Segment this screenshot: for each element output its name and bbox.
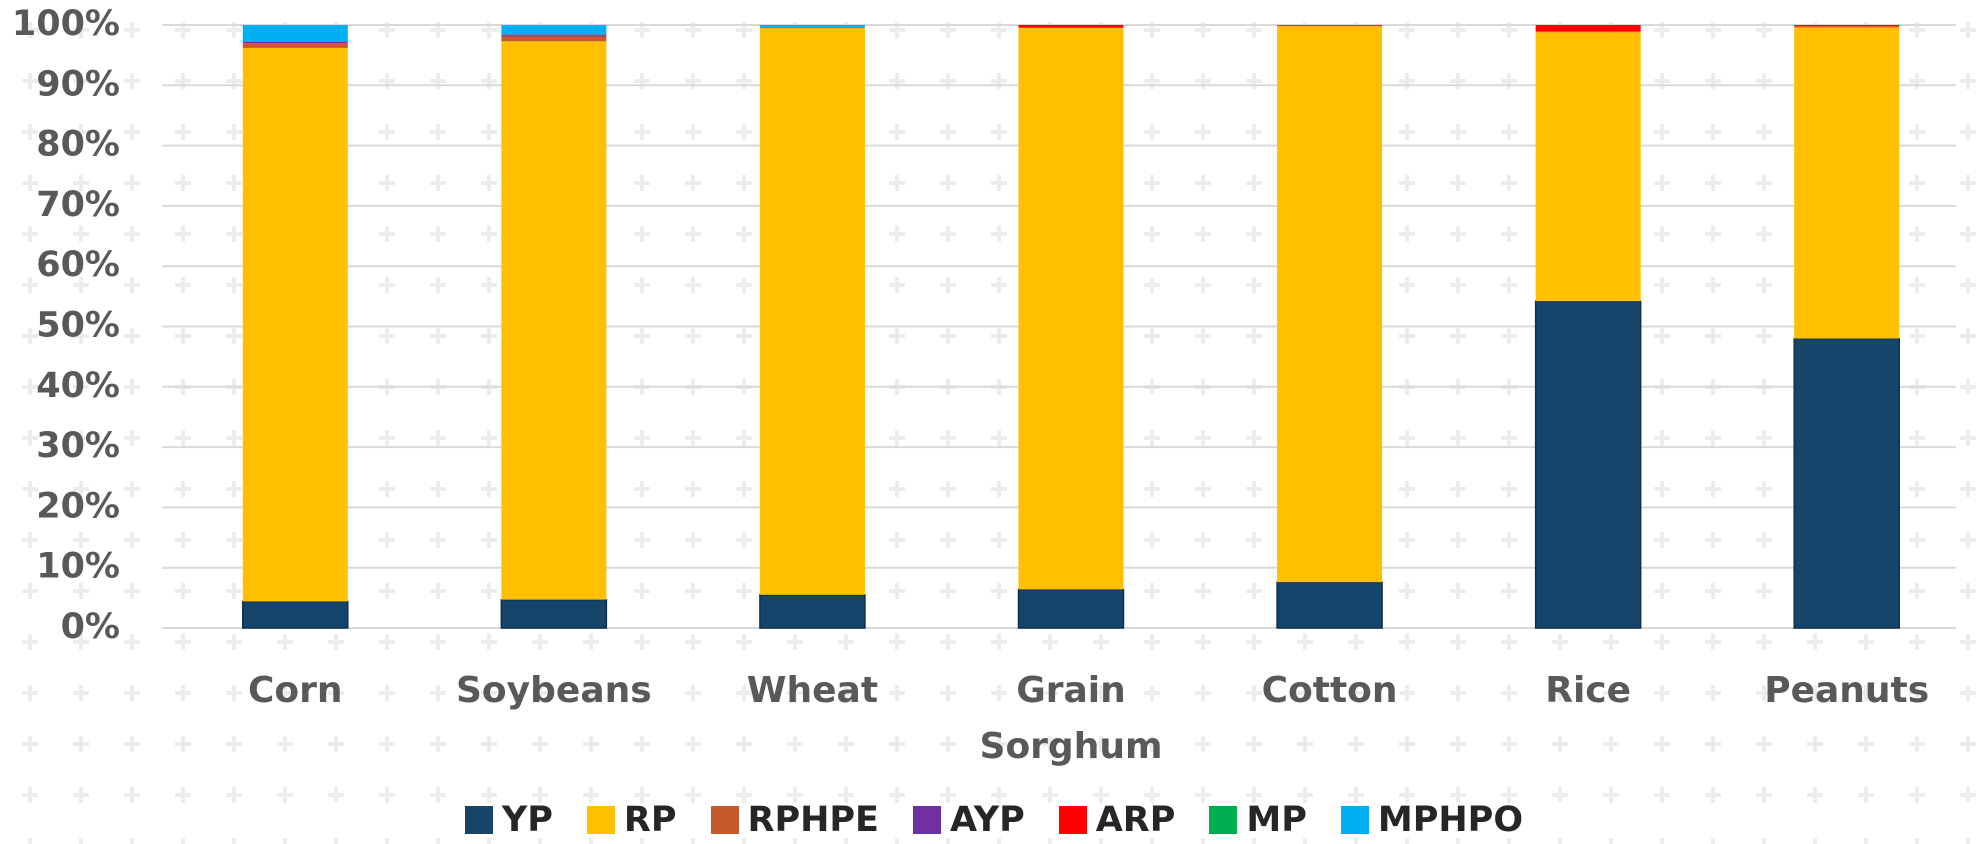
bar-segment [1017,588,1125,629]
bar-segment [1793,337,1900,629]
legend-item: RPHPE [710,800,879,840]
x-tick-label: Grain Sorghum [979,670,1163,767]
legend-label: MPHPO [1377,800,1524,840]
bar-segment [1018,28,1124,590]
x-tick-label: Cotton [1261,670,1398,711]
bar-segment [501,34,607,36]
legend-label: ARP [1095,800,1176,840]
bar-segment [242,41,348,44]
legend-swatch [1340,806,1369,834]
y-tick-label: 70% [36,185,120,225]
bar-segment [501,41,607,600]
bar-segment [1535,31,1641,33]
bar-segment [500,598,608,629]
bar-segment [1794,25,1900,27]
bar-segment [501,36,607,42]
y-tick-label: 40% [36,366,120,406]
y-tick-label: 80% [36,125,120,165]
y-tick-label: 20% [36,486,120,526]
legend-label: MP [1246,800,1307,840]
legend-swatch [912,806,941,834]
y-tick-label: 60% [36,245,120,285]
legend-swatch [1058,806,1087,834]
legend-item: YP [464,800,553,840]
bar-segment [242,25,348,42]
bar-segment [242,47,348,602]
y-tick-label: 30% [36,426,120,466]
x-tick-label: Rice [1545,670,1632,711]
y-tick-label: 50% [36,306,120,346]
legend-item: RP [586,800,677,840]
bar-segment [1277,25,1383,26]
legend-label: AYP [949,800,1025,840]
bar-segment [242,600,349,629]
bar-segment [1277,26,1383,583]
legend-item: MP [1209,800,1307,840]
x-tick-label: Soybeans [456,670,652,711]
bar-segment [1018,25,1124,28]
legend-swatch [1209,806,1238,834]
bar-segment [1534,300,1642,629]
legend-label: YP [501,800,553,840]
bar-segment [501,35,607,37]
bar-segment [1535,32,1641,302]
x-tick-label: Corn [248,670,343,711]
x-tick-label: Peanuts [1764,670,1930,711]
bar-segment [1535,25,1641,32]
y-tick-label: 100% [12,4,120,44]
y-tick-label: 10% [36,547,120,587]
legend-swatch [464,806,493,834]
legend-label: RPHPE [747,800,879,840]
legend-item: AYP [912,800,1025,840]
bar-segment [242,43,348,48]
bar-segment [759,25,865,28]
bar-segment [759,27,865,29]
legend-label: RP [623,800,677,840]
y-tick-label: 0% [61,607,120,647]
bar-segment [759,594,866,629]
bar-segment [1794,26,1900,28]
bar-segment [242,41,348,42]
legend: YP RP RPHPE AYP ARP MP MPHPO [0,800,1988,840]
bar-segment [501,25,607,35]
x-tick-label: Wheat [746,670,879,711]
legend-item: MPHPO [1340,800,1524,840]
bar-segment [1277,25,1383,27]
legend-swatch [586,806,615,834]
bar-segment [759,28,865,595]
bar-segment [1794,27,1900,339]
y-tick-label: 90% [36,64,120,104]
bar-segment [1018,27,1124,29]
legend-item: ARP [1058,800,1176,840]
bar-segment [1276,581,1383,629]
legend-swatch [710,806,739,834]
